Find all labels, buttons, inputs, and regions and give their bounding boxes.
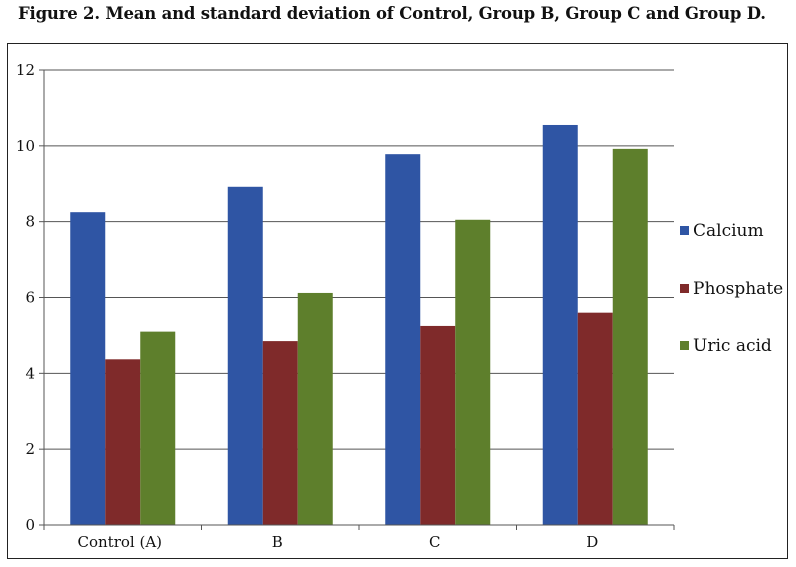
bar-calcium-3 — [542, 124, 578, 526]
legend-label-uric-acid: Uric acid — [693, 336, 772, 356]
x-tick-label: Control (A) — [78, 533, 163, 551]
axes: 0 2 4 6 8 10 12 Control (A) B C D — [16, 61, 675, 551]
bar-phosphate-3 — [577, 312, 613, 525]
y-tick-label: 12 — [16, 61, 35, 79]
legend-label-calcium: Calcium — [693, 221, 764, 241]
x-tick-label: B — [272, 533, 283, 551]
figure-caption: Figure 2. Mean and standard deviation of… — [18, 4, 766, 23]
legend: Calcium Phosphate Uric acid — [680, 221, 783, 356]
legend-swatch-calcium — [680, 226, 689, 235]
bars — [70, 124, 648, 526]
bar-uric-acid-3 — [612, 148, 648, 525]
y-tick-label: 8 — [25, 213, 35, 231]
chart-frame — [7, 43, 788, 559]
bar-calcium-1 — [227, 186, 263, 526]
y-tick-label: 4 — [25, 364, 35, 382]
bar-phosphate-2 — [420, 325, 456, 525]
y-tick-label: 10 — [16, 137, 35, 155]
bar-phosphate-0 — [105, 359, 141, 525]
legend-label-phosphate: Phosphate — [693, 279, 783, 299]
y-tick-label: 6 — [25, 289, 35, 307]
y-tick-label: 0 — [25, 516, 35, 534]
x-tick-label: D — [586, 533, 598, 551]
legend-swatch-uric-acid — [680, 341, 689, 350]
bar-phosphate-1 — [262, 341, 298, 525]
bar-calcium-0 — [70, 212, 106, 525]
bar-calcium-2 — [385, 154, 421, 526]
x-tick-label: C — [429, 533, 440, 551]
bar-uric-acid-1 — [297, 292, 333, 525]
bar-uric-acid-0 — [140, 331, 176, 525]
y-tick-label: 2 — [25, 440, 35, 458]
bar-uric-acid-2 — [455, 219, 491, 526]
legend-swatch-phosphate — [680, 284, 689, 293]
